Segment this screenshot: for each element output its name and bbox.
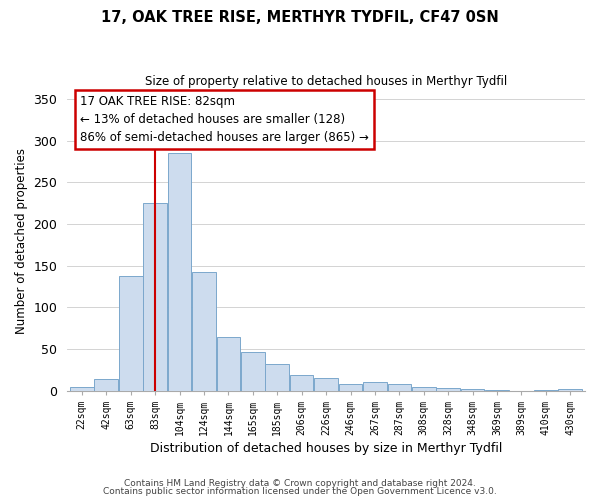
Bar [241,352,265,391]
Bar [485,390,509,391]
Text: Contains HM Land Registry data © Crown copyright and database right 2024.: Contains HM Land Registry data © Crown c… [124,478,476,488]
Bar [314,378,338,391]
Bar [70,386,94,391]
Text: 17, OAK TREE RISE, MERTHYR TYDFIL, CF47 0SN: 17, OAK TREE RISE, MERTHYR TYDFIL, CF47 … [101,10,499,25]
Bar [94,379,118,391]
Bar [436,388,460,391]
Bar [265,364,289,391]
Bar [412,388,436,391]
Bar [388,384,411,391]
Bar [363,382,387,391]
Bar [192,272,216,391]
Text: 17 OAK TREE RISE: 82sqm
← 13% of detached houses are smaller (128)
86% of semi-d: 17 OAK TREE RISE: 82sqm ← 13% of detache… [80,95,369,144]
Bar [167,153,191,391]
Bar [534,390,558,391]
Title: Size of property relative to detached houses in Merthyr Tydfil: Size of property relative to detached ho… [145,75,507,88]
Bar [143,203,167,391]
Bar [338,384,362,391]
Bar [119,276,143,391]
Text: Contains public sector information licensed under the Open Government Licence v3: Contains public sector information licen… [103,487,497,496]
Bar [559,389,582,391]
Y-axis label: Number of detached properties: Number of detached properties [15,148,28,334]
Bar [217,336,240,391]
Bar [290,375,313,391]
X-axis label: Distribution of detached houses by size in Merthyr Tydfil: Distribution of detached houses by size … [150,442,502,455]
Bar [461,389,484,391]
